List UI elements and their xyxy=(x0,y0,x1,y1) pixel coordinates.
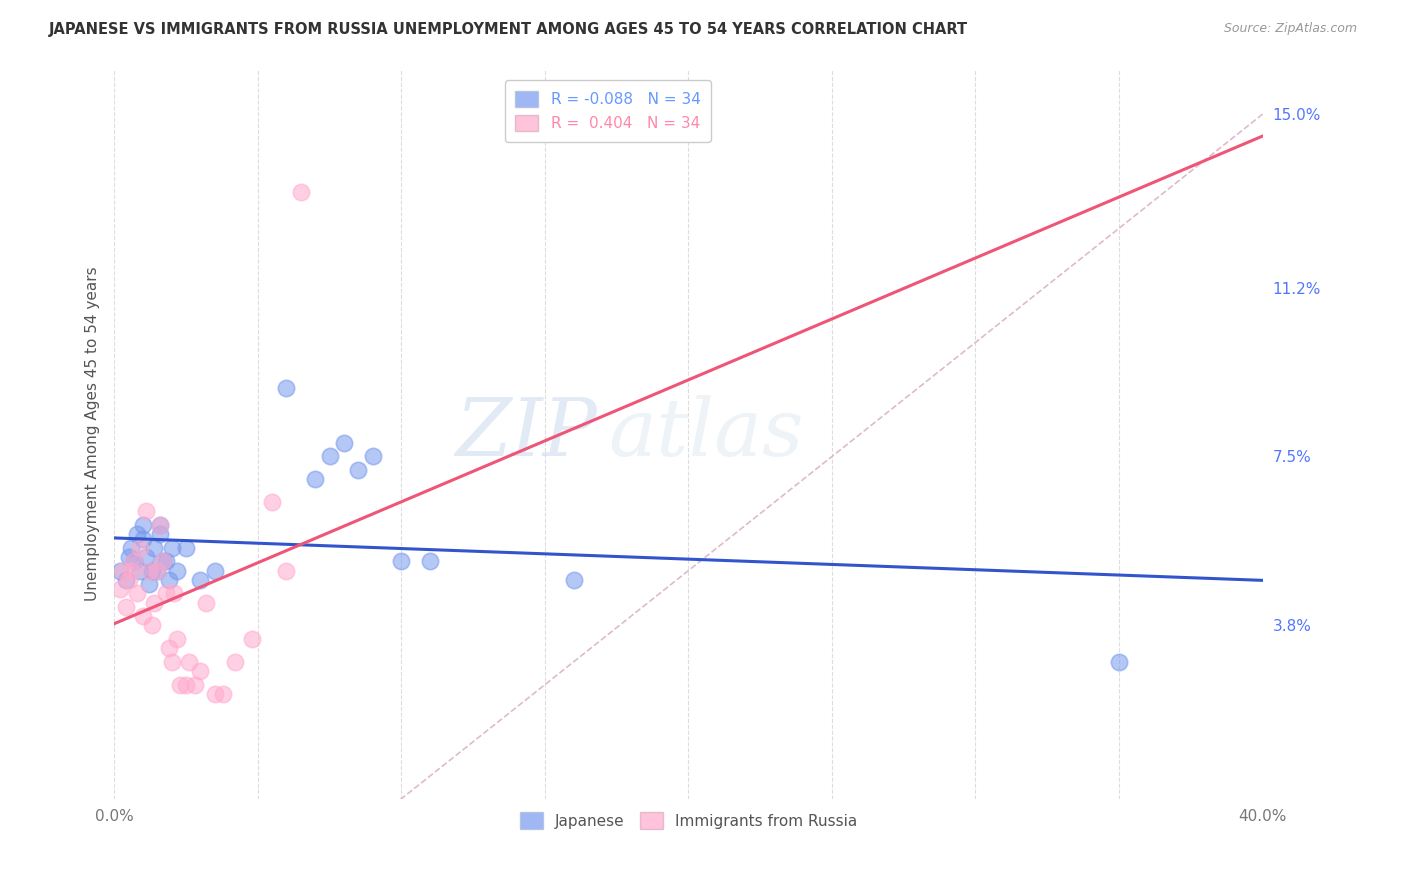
Point xyxy=(389,554,412,568)
Point xyxy=(166,632,188,646)
Point xyxy=(160,541,183,555)
Point xyxy=(143,541,166,555)
Point xyxy=(155,554,177,568)
Legend: Japanese, Immigrants from Russia: Japanese, Immigrants from Russia xyxy=(513,806,863,835)
Point xyxy=(127,586,149,600)
Point xyxy=(183,678,205,692)
Point xyxy=(149,527,172,541)
Point xyxy=(174,678,197,692)
Point xyxy=(132,518,155,533)
Point xyxy=(290,185,312,199)
Point xyxy=(174,541,197,555)
Point xyxy=(132,532,155,546)
Point xyxy=(138,577,160,591)
Point xyxy=(304,472,326,486)
Point xyxy=(108,582,131,596)
Point xyxy=(333,435,356,450)
Point xyxy=(262,495,284,509)
Point xyxy=(114,573,136,587)
Point xyxy=(195,596,218,610)
Point xyxy=(163,586,186,600)
Point xyxy=(124,554,146,568)
Point xyxy=(224,655,246,669)
Point xyxy=(146,564,169,578)
Point xyxy=(135,504,157,518)
Point xyxy=(276,381,298,395)
Text: JAPANESE VS IMMIGRANTS FROM RUSSIA UNEMPLOYMENT AMONG AGES 45 TO 54 YEARS CORREL: JAPANESE VS IMMIGRANTS FROM RUSSIA UNEMP… xyxy=(49,22,969,37)
Point xyxy=(212,687,235,701)
Point xyxy=(155,586,177,600)
Point xyxy=(152,554,174,568)
Point xyxy=(138,564,160,578)
Point xyxy=(204,564,226,578)
Point xyxy=(149,518,172,533)
Point xyxy=(132,609,155,624)
Point xyxy=(318,450,340,464)
Point xyxy=(117,573,139,587)
Point xyxy=(111,564,134,578)
Y-axis label: Unemployment Among Ages 45 to 54 years: Unemployment Among Ages 45 to 54 years xyxy=(86,267,100,601)
Point xyxy=(127,527,149,541)
Point xyxy=(157,641,180,656)
Point xyxy=(562,573,585,587)
Point xyxy=(166,564,188,578)
Point xyxy=(240,632,263,646)
Point xyxy=(114,600,136,615)
Point xyxy=(120,564,142,578)
Point xyxy=(177,655,200,669)
Point xyxy=(361,450,384,464)
Point xyxy=(141,618,163,632)
Text: ZIP: ZIP xyxy=(454,395,596,473)
Point xyxy=(160,655,183,669)
Point xyxy=(117,549,139,564)
Point xyxy=(157,573,180,587)
Point xyxy=(204,687,226,701)
Point xyxy=(143,596,166,610)
Point xyxy=(1108,655,1130,669)
Text: Source: ZipAtlas.com: Source: ZipAtlas.com xyxy=(1223,22,1357,36)
Point xyxy=(108,564,131,578)
Point xyxy=(120,541,142,555)
Point xyxy=(124,554,146,568)
Point xyxy=(169,678,191,692)
Point xyxy=(149,518,172,533)
Point xyxy=(146,564,169,578)
Point xyxy=(419,554,441,568)
Point xyxy=(129,541,152,555)
Point xyxy=(188,573,211,587)
Point xyxy=(276,564,298,578)
Point xyxy=(141,564,163,578)
Point xyxy=(129,564,152,578)
Point xyxy=(135,549,157,564)
Point xyxy=(152,554,174,568)
Point xyxy=(347,463,370,477)
Point xyxy=(188,664,211,678)
Text: atlas: atlas xyxy=(607,395,803,473)
